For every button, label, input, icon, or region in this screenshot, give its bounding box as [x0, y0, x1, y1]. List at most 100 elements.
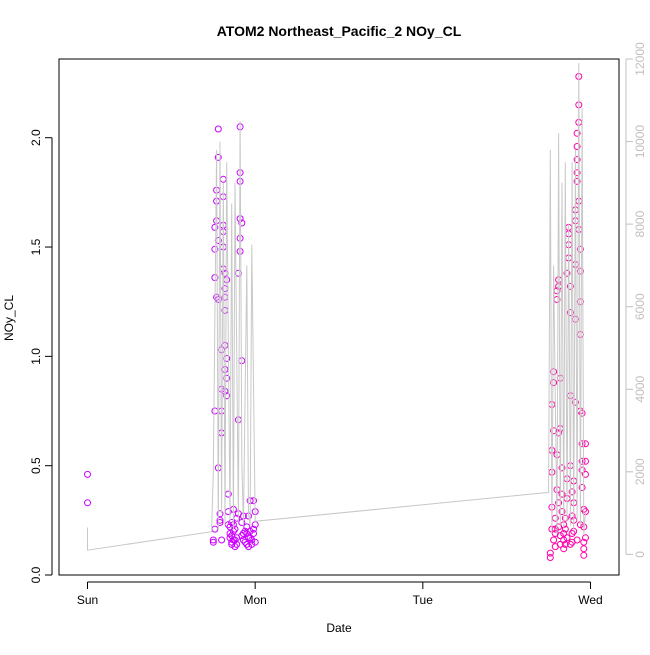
data-point [245, 534, 252, 542]
chart-title: ATOM2 Northeast_Pacific_2 NOy_CL [217, 23, 462, 39]
data-point [546, 549, 554, 557]
data-point [576, 298, 584, 306]
data-point [573, 169, 581, 177]
data-point [558, 490, 566, 498]
y-axis-label: NOy_CL [2, 295, 16, 341]
data-point [555, 499, 563, 507]
data-point [211, 245, 219, 253]
y-tick-label: 1.0 [29, 348, 43, 365]
data-point [216, 519, 224, 526]
data-point [209, 536, 217, 544]
data-point [238, 519, 246, 526]
y2-tick-label: 10000 [633, 125, 647, 159]
data-point [571, 398, 579, 406]
data-point [214, 153, 222, 161]
data-point [578, 440, 586, 448]
data-point [566, 540, 574, 548]
data-point [241, 538, 249, 546]
data-point [550, 379, 558, 387]
data-point [568, 530, 576, 537]
data-point [578, 466, 586, 474]
axes-layer: 0.0 0.5 1.0 1.5 2.0 0 2000 4000 6000 8000 10000 120… [29, 42, 647, 607]
data-point [223, 374, 231, 382]
data-point [250, 525, 257, 533]
data-point [216, 516, 224, 524]
data-point [236, 247, 244, 255]
data-point [566, 309, 574, 317]
y2-tick-label: 0 [633, 551, 647, 558]
data-point [251, 538, 259, 546]
data-point [576, 245, 584, 253]
data-point [241, 527, 249, 535]
x-tick-label: Tue [413, 593, 434, 607]
data-point [231, 543, 239, 551]
y2-tick-label: 6000 [633, 293, 647, 320]
data-point [84, 499, 91, 507]
data-point [229, 536, 237, 544]
plot-frame [58, 58, 620, 576]
data-point [556, 540, 564, 548]
data-point [563, 269, 571, 277]
data-point [582, 440, 589, 448]
data-point [546, 554, 554, 561]
y2-tick-label: 2000 [633, 458, 647, 485]
data-point [576, 267, 584, 275]
y-tick-label: 0.0 [29, 566, 43, 583]
data-point [550, 536, 558, 544]
data-point [582, 457, 589, 465]
data-point [550, 368, 558, 376]
data-point [573, 129, 581, 137]
data-point [561, 525, 569, 533]
data-point [231, 525, 239, 533]
data-point [580, 551, 588, 559]
data-point [580, 538, 588, 546]
data-point [243, 523, 251, 531]
data-point [218, 536, 226, 544]
data-point [243, 540, 251, 548]
altitude-line [87, 63, 586, 551]
data-point [558, 508, 566, 516]
data-point [223, 392, 231, 400]
x-tick-label: Mon [244, 593, 267, 607]
y-tick-label: 1.5 [29, 238, 43, 255]
data-point [573, 143, 581, 150]
data-point [568, 512, 576, 520]
y-tick-label: 2.0 [29, 129, 43, 146]
data-point [566, 282, 574, 290]
data-point [233, 540, 241, 548]
data-point [578, 409, 586, 417]
y2-tick-label: 4000 [633, 376, 647, 403]
data-point [239, 530, 247, 537]
data-point [561, 540, 569, 548]
data-point [582, 470, 589, 478]
data-point [558, 464, 566, 472]
data-point [84, 470, 91, 478]
data-point [209, 538, 217, 546]
x-axis-label: Date [326, 621, 352, 635]
data-point [573, 536, 581, 544]
data-point [214, 125, 222, 133]
data-point [573, 156, 581, 164]
y-tick-label: 0.5 [29, 457, 43, 474]
data-point [238, 219, 246, 227]
data-point [582, 534, 589, 542]
y2-tick-label: 12000 [633, 42, 647, 76]
data-point [234, 269, 242, 277]
x-tick-label: Sun [77, 593, 98, 607]
data-point [228, 519, 236, 526]
data-point [563, 534, 571, 542]
data-point [578, 457, 586, 465]
data-point [561, 514, 569, 522]
data-point [568, 488, 576, 496]
data-point [578, 484, 586, 491]
data-point [573, 177, 581, 185]
data-point [250, 530, 257, 537]
data-point [555, 523, 563, 531]
data-point [211, 223, 219, 231]
y2-tick-label: 8000 [633, 210, 647, 237]
data-point [560, 545, 568, 553]
series-layer [84, 63, 589, 561]
x-tick-label: Wed [578, 593, 602, 607]
